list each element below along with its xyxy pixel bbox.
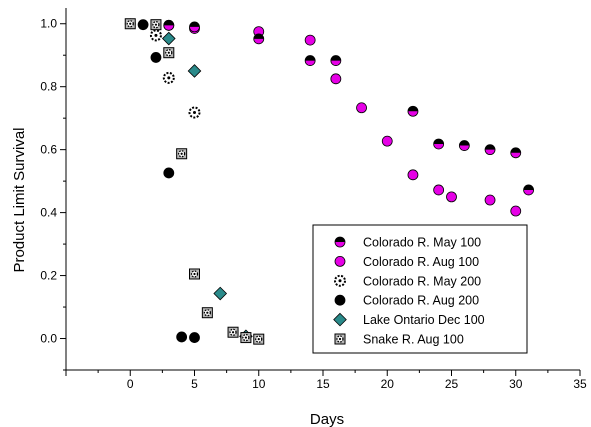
data-point <box>137 19 149 31</box>
data-point <box>189 21 200 33</box>
series-2 <box>149 29 201 119</box>
data-point <box>484 144 496 156</box>
data-point <box>407 169 419 181</box>
data-point <box>176 331 188 343</box>
data-point <box>356 102 367 114</box>
y-tick-label: 0.4 <box>40 206 57 220</box>
x-tick-label: 5 <box>191 377 198 391</box>
data-point <box>381 135 393 147</box>
y-tick-label: 1.0 <box>40 17 57 31</box>
x-tick-label: 20 <box>381 377 395 391</box>
data-point <box>446 191 457 203</box>
data-point <box>407 105 419 117</box>
legend-label: Snake R. Aug 100 <box>363 333 464 347</box>
data-point <box>187 64 202 78</box>
data-point <box>330 73 342 85</box>
data-point <box>149 29 162 42</box>
x-tick-label: 35 <box>573 377 587 391</box>
y-tick-label: 0.8 <box>40 80 57 94</box>
data-point <box>150 52 162 63</box>
series-3 <box>124 18 200 343</box>
legend-label: Colorado R. May 100 <box>363 236 481 250</box>
data-point <box>510 205 522 217</box>
legend: Colorado R. May 100 Colorado R. Aug 100 Co… <box>312 224 528 354</box>
data-point <box>124 18 136 30</box>
y-axis-title: Product Limit Survival <box>11 127 28 272</box>
data-point <box>510 147 522 159</box>
y-tick-label: 0.2 <box>40 269 57 283</box>
legend-marker <box>334 333 346 345</box>
data-point <box>253 33 265 45</box>
legend-box <box>312 224 528 354</box>
legend-label: Colorado R. Aug 100 <box>363 255 479 269</box>
y-tick-label: 0.6 <box>40 143 57 157</box>
data-point <box>304 34 316 46</box>
data-point <box>433 138 445 150</box>
data-point <box>189 268 200 280</box>
legend-marker <box>334 294 346 306</box>
data-point <box>188 106 201 119</box>
axes: 0 5 10 15 20 25 30 35 0.0 0.2 0.4 0.6 0.8 1.0 <box>40 8 587 391</box>
data-point <box>227 326 239 338</box>
data-point <box>213 286 228 301</box>
data-point <box>240 332 252 344</box>
data-point <box>523 184 534 196</box>
series-0 <box>163 19 534 196</box>
data-points <box>124 18 534 345</box>
data-point <box>163 47 175 59</box>
x-tick-label: 10 <box>252 377 266 391</box>
data-point <box>253 333 265 345</box>
legend-label: Colorado R. May 200 <box>363 274 481 288</box>
legend-marker <box>333 312 347 327</box>
x-axis-title: Days <box>310 411 344 427</box>
x-tick-label: 25 <box>445 377 459 391</box>
data-point <box>201 307 213 319</box>
data-point <box>458 140 470 151</box>
data-point <box>163 19 175 31</box>
series-4 <box>161 31 253 344</box>
x-tick-label: 15 <box>316 377 330 391</box>
legend-marker <box>334 236 346 248</box>
data-point <box>162 71 175 84</box>
data-point <box>189 332 200 343</box>
data-point <box>150 19 162 31</box>
y-tick-label: 0.0 <box>40 332 57 346</box>
series-5 <box>124 18 265 345</box>
data-point <box>484 194 496 206</box>
x-tick-label: 0 <box>127 377 134 391</box>
data-point <box>176 148 188 160</box>
data-point <box>330 55 342 66</box>
data-point <box>163 167 175 179</box>
legend-label: Colorado R. Aug 200 <box>363 294 479 308</box>
legend-marker <box>334 255 346 267</box>
series-1 <box>163 19 522 217</box>
data-point <box>161 31 176 46</box>
x-tick-label: 30 <box>509 377 523 391</box>
legend-marker <box>334 274 346 287</box>
legend-label: Lake Ontario Dec 100 <box>363 313 485 327</box>
data-point <box>433 184 445 196</box>
data-point <box>304 55 316 66</box>
